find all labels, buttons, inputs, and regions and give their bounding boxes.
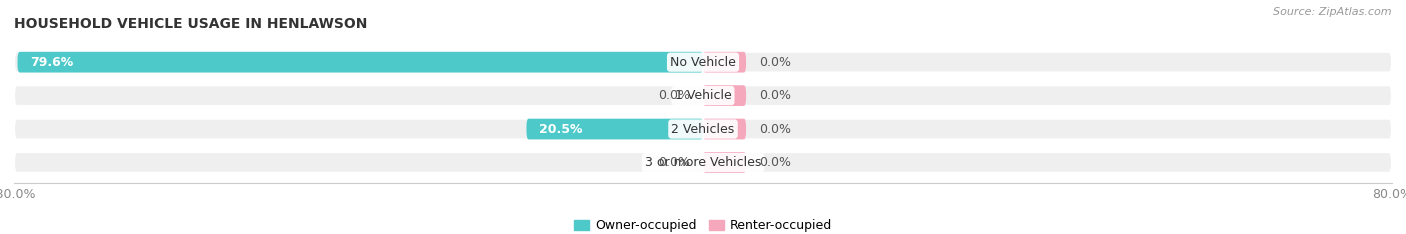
Text: 2 Vehicles: 2 Vehicles <box>672 123 734 135</box>
Text: 20.5%: 20.5% <box>540 123 583 135</box>
Text: 0.0%: 0.0% <box>759 89 792 102</box>
Text: 0.0%: 0.0% <box>759 123 792 135</box>
FancyBboxPatch shape <box>703 85 747 106</box>
Text: 0.0%: 0.0% <box>658 89 690 102</box>
Text: HOUSEHOLD VEHICLE USAGE IN HENLAWSON: HOUSEHOLD VEHICLE USAGE IN HENLAWSON <box>14 17 367 31</box>
FancyBboxPatch shape <box>526 119 703 139</box>
Text: 0.0%: 0.0% <box>759 156 792 169</box>
Text: 79.6%: 79.6% <box>31 56 73 69</box>
Text: 0.0%: 0.0% <box>658 156 690 169</box>
Text: 1 Vehicle: 1 Vehicle <box>675 89 731 102</box>
FancyBboxPatch shape <box>14 85 1392 106</box>
Text: No Vehicle: No Vehicle <box>671 56 735 69</box>
Text: 3 or more Vehicles: 3 or more Vehicles <box>645 156 761 169</box>
FancyBboxPatch shape <box>703 152 747 173</box>
FancyBboxPatch shape <box>703 119 747 139</box>
FancyBboxPatch shape <box>17 52 703 73</box>
FancyBboxPatch shape <box>14 52 1392 73</box>
FancyBboxPatch shape <box>14 119 1392 139</box>
FancyBboxPatch shape <box>703 52 747 73</box>
Text: Source: ZipAtlas.com: Source: ZipAtlas.com <box>1274 7 1392 17</box>
FancyBboxPatch shape <box>14 152 1392 173</box>
Legend: Owner-occupied, Renter-occupied: Owner-occupied, Renter-occupied <box>568 214 838 234</box>
Text: 0.0%: 0.0% <box>759 56 792 69</box>
